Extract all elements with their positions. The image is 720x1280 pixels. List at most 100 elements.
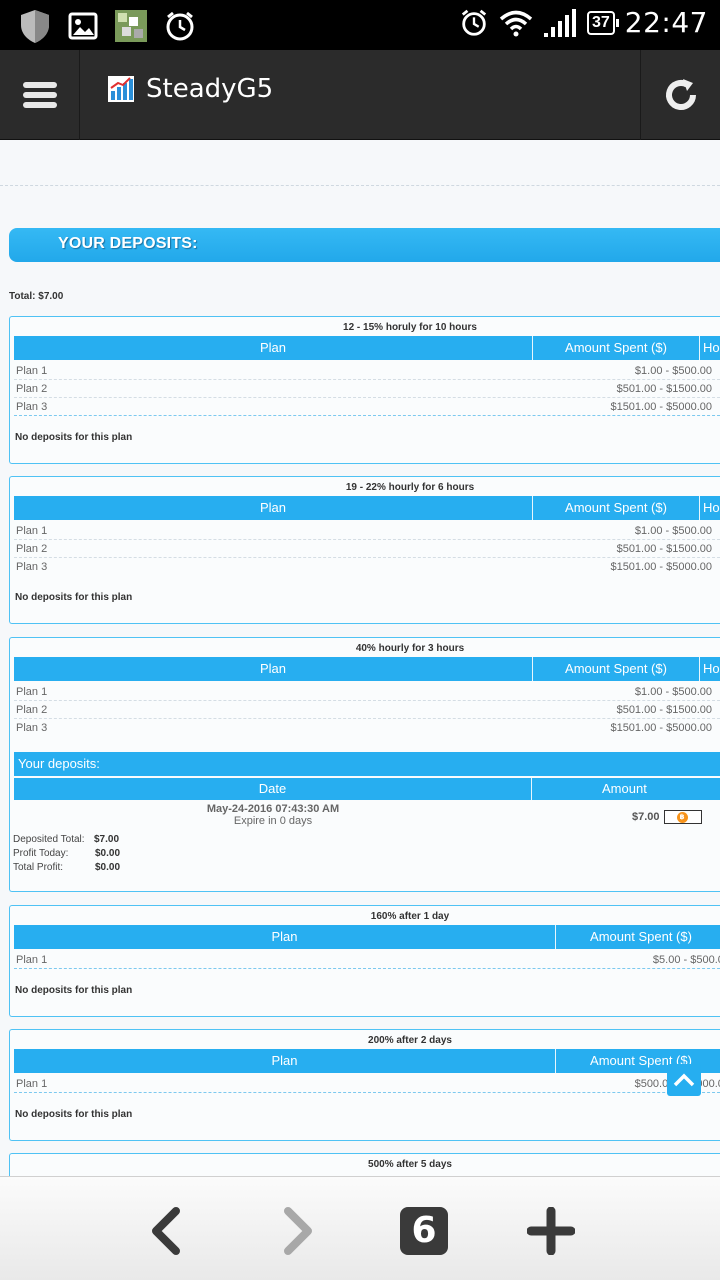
col-amount: Amount Spent ($) xyxy=(533,657,700,681)
col-amount: Amount Spent ($) xyxy=(533,496,700,520)
hamburger-menu-icon xyxy=(22,82,57,108)
page-title-text: SteadyG5 xyxy=(146,74,274,104)
col-plan: Plan xyxy=(14,1049,556,1073)
no-deposits-text: No deposits for this plan xyxy=(15,432,133,443)
page-title[interactable]: SteadyG5 xyxy=(108,74,273,104)
forward-button[interactable] xyxy=(268,1201,328,1261)
tabs-button[interactable]: 6 xyxy=(394,1201,454,1261)
stat-label: Deposited Total: xyxy=(13,834,85,845)
plan-box: 19 - 22% hourly for 6 hours Plan Amount … xyxy=(9,476,720,624)
new-tab-button[interactable] xyxy=(521,1201,581,1261)
col-plan: Plan xyxy=(14,496,533,520)
clock: 22:47 xyxy=(624,6,708,39)
plan-range: $1501.00 - $5000.00 xyxy=(610,561,712,573)
plan-name: Plan 1 xyxy=(16,525,48,537)
total-amount: Total: $7.00 xyxy=(9,291,64,302)
table-row: Plan 3 $1501.00 - $5000.00 xyxy=(14,558,720,576)
deposits-banner: YOUR DEPOSITS: xyxy=(9,228,720,262)
alarm-icon xyxy=(166,11,194,41)
shield-icon xyxy=(21,10,49,43)
table-row: Plan 1 $1.00 - $500.00 xyxy=(14,683,720,701)
reload-icon xyxy=(665,79,696,110)
currency-badge: ฿ xyxy=(663,810,702,824)
chart-favicon-icon xyxy=(108,76,134,102)
stat-value: $7.00 xyxy=(94,834,120,845)
scroll-to-top-button[interactable] xyxy=(667,1064,701,1096)
plan-table-header: Plan Amount Spent ($) xyxy=(14,925,720,949)
plan-name: Plan 1 xyxy=(16,1078,48,1090)
your-deposits-bar: Your deposits: xyxy=(14,752,720,776)
table-row: Plan 3 $1501.00 - $5000.00 xyxy=(14,719,720,737)
plan-box: 160% after 1 day Plan Amount Spent ($) P… xyxy=(9,905,720,1017)
plan-name: Plan 2 xyxy=(16,704,48,716)
stat-value: $0.00 xyxy=(95,848,121,859)
plan-name: Plan 1 xyxy=(16,365,48,377)
deposit-stats: Deposited Total: $7.00 Profit Today: $0.00… xyxy=(13,833,120,875)
col-plan: Plan xyxy=(14,336,533,360)
plan-box: 40% hourly for 3 hours Plan Amount Spent… xyxy=(9,637,720,892)
plus-icon xyxy=(527,1207,575,1255)
deposit-date-cell: May-24-2016 07:43:30 AM Expire in 0 days xyxy=(14,803,532,827)
plan-table-header: Plan Amount Spent ($) Ho xyxy=(14,496,720,520)
tabs-count: 6 xyxy=(400,1207,448,1255)
col-amount: Amount xyxy=(602,781,647,796)
plan-range: $501.00 - $1500.00 xyxy=(616,704,712,716)
plan-title: 200% after 2 days xyxy=(368,1035,452,1046)
no-deposits-text: No deposits for this plan xyxy=(15,985,133,996)
plan-range: $1.00 - $500.00 xyxy=(634,365,712,377)
stat-label: Total Profit: xyxy=(13,862,64,873)
plan-box: 12 - 15% horuly for 10 hours Plan Amount… xyxy=(9,316,720,464)
plan-box: 500% after 5 days xyxy=(9,1153,720,1176)
plan-title: 12 - 15% horuly for 10 hours xyxy=(343,322,477,333)
col-plan: Plan xyxy=(14,657,533,681)
plan-name: Plan 1 xyxy=(16,954,48,966)
app-icon xyxy=(115,10,147,42)
no-deposits-text: No deposits for this plan xyxy=(15,1109,133,1120)
table-row: Plan 3 $1501.00 - $5000.00 xyxy=(14,398,720,416)
bitcoin-icon: ฿ xyxy=(676,812,688,823)
plan-range: $1.00 - $500.00 xyxy=(634,686,712,698)
col-extra: Ho xyxy=(703,661,720,676)
plan-name: Plan 3 xyxy=(16,561,48,573)
plan-range: $1.00 - $500.00 xyxy=(634,525,712,537)
plan-range: $501.00 - $1500.00 xyxy=(616,383,712,395)
deposit-amount-cell: $7.00 ฿ xyxy=(632,810,702,824)
deposits-table-header: Date Amount xyxy=(14,778,720,800)
table-row: Plan 1 $1.00 - $500.00 xyxy=(14,362,720,380)
browser-bottom-nav: 6 xyxy=(0,1176,720,1280)
table-row: Plan 2 $501.00 - $1500.00 xyxy=(14,380,720,398)
plan-box: 200% after 2 days Plan Amount Spent ($) … xyxy=(9,1029,720,1141)
table-row: Plan 2 $501.00 - $1500.00 xyxy=(14,540,720,558)
stat-label: Profit Today: xyxy=(13,848,69,859)
signal-icon xyxy=(544,8,576,37)
plan-title: 500% after 5 days xyxy=(368,1159,452,1170)
browser-toolbar: SteadyG5 xyxy=(0,50,720,140)
plan-table-header: Plan Amount Spent ($) Ho xyxy=(14,336,720,360)
plan-title: 160% after 1 day xyxy=(370,911,450,922)
back-arrow-icon xyxy=(152,1207,180,1255)
wifi-icon xyxy=(499,10,533,36)
col-extra: Ho xyxy=(703,500,720,515)
col-extra: Ho xyxy=(703,340,720,355)
plan-range: $1501.00 - $5000.00 xyxy=(610,722,712,734)
back-button[interactable] xyxy=(136,1201,196,1261)
plan-title: 19 - 22% hourly for 6 hours xyxy=(345,482,475,493)
plan-name: Plan 1 xyxy=(16,686,48,698)
web-content[interactable]: YOUR DEPOSITS: Total: $7.00 12 - 15% hor… xyxy=(0,140,720,1176)
col-plan: Plan xyxy=(14,925,556,949)
plan-name: Plan 2 xyxy=(16,383,48,395)
status-bar: 37 22:47 xyxy=(0,0,720,50)
plan-range: $1501.00 - $5000.00 xyxy=(610,401,712,413)
deposit-amount: $7.00 xyxy=(632,811,660,823)
table-row: Plan 1$500.00 - $5000.00 xyxy=(14,1075,720,1093)
battery-icon: 37 xyxy=(587,10,619,35)
plan-table-header: Plan Amount Spent ($) Ho xyxy=(14,657,720,681)
table-row: Plan 1 $1.00 - $500.00 xyxy=(14,522,720,540)
col-amount: Amount Spent ($) xyxy=(590,929,692,944)
menu-button[interactable] xyxy=(0,50,80,140)
plan-title: 40% hourly for 3 hours xyxy=(355,643,465,654)
table-row: Plan 2 $501.00 - $1500.00 xyxy=(14,701,720,719)
reload-button[interactable] xyxy=(640,50,720,140)
divider xyxy=(0,185,720,186)
no-deposits-text: No deposits for this plan xyxy=(15,592,133,603)
